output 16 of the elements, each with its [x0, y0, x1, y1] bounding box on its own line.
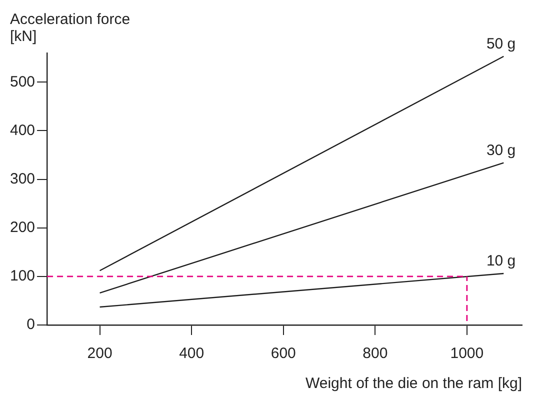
x-tick-label: 400 [179, 345, 204, 362]
x-tick-label: 200 [87, 345, 112, 362]
x-tick-label: 1000 [450, 345, 484, 362]
series-label: 30 g [486, 142, 516, 159]
x-tick-label: 600 [270, 345, 296, 362]
y-axis-title: Acceleration force [kN] [10, 11, 130, 45]
series-label: 10 g [486, 252, 516, 270]
x-tick-label: 800 [362, 345, 388, 362]
y-tick-label: 500 [10, 73, 36, 90]
y-tick-label: 200 [10, 219, 36, 236]
y-tick-label: 100 [10, 268, 36, 285]
x-axis-title: Weight of the die on the ram [kg] [305, 375, 522, 392]
series-label: 50 g [486, 35, 516, 52]
y-tick-label: 300 [10, 170, 36, 188]
y-tick-label: 400 [10, 122, 36, 139]
y-tick-label: 0 [26, 316, 36, 334]
